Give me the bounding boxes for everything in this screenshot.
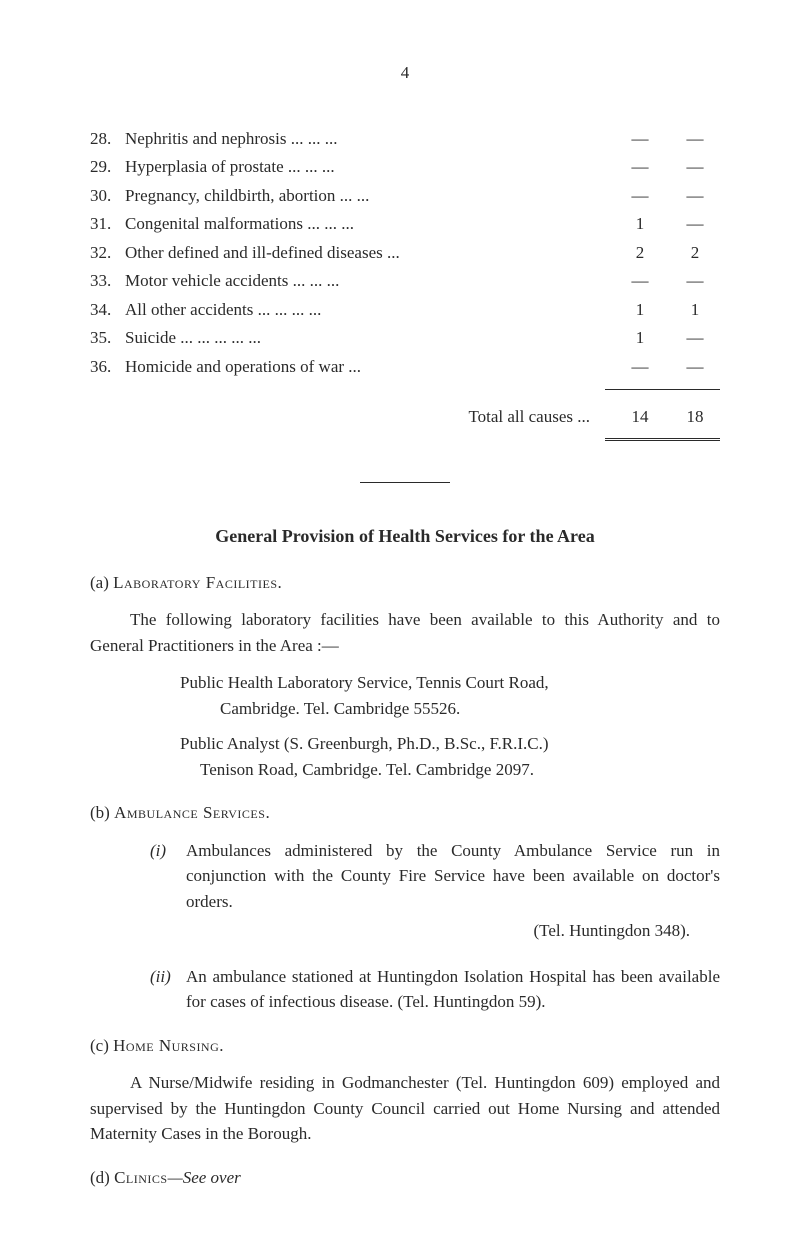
table-row: 28.Nephritis and nephrosis ... ... ...—— xyxy=(90,126,720,152)
table-row: 34.All other accidents ... ... ... ...11 xyxy=(90,297,720,323)
total-col1: 14 xyxy=(610,404,670,430)
row-col2: — xyxy=(670,268,720,294)
table-row: 29.Hyperplasia of prostate ... ... ...—— xyxy=(90,154,720,180)
row-col2: — xyxy=(670,211,720,237)
total-label: Total all causes ... xyxy=(90,404,610,430)
subsection-a: (a) Laboratory Facilities. The following… xyxy=(90,570,720,783)
sub-b-item1: (i) Ambulances administered by the Count… xyxy=(150,838,720,952)
row-num: 31. xyxy=(90,211,125,237)
see-over: —See over xyxy=(168,1168,241,1187)
row-col1: 2 xyxy=(610,240,670,266)
row-col1: — xyxy=(610,268,670,294)
sub-c-title: Home Nursing. xyxy=(113,1036,224,1055)
row-label: Congenital malformations ... ... ... xyxy=(125,211,610,237)
sub-a-title: Laboratory Facilities. xyxy=(113,573,282,592)
row-col2: — xyxy=(670,154,720,180)
total-col2: 18 xyxy=(670,404,720,430)
sub-a-label: (a) xyxy=(90,573,109,592)
item1-tel: (Tel. Huntingdon 348). xyxy=(186,918,690,944)
subsection-d: (d) Clinics—See over xyxy=(90,1165,720,1191)
row-col1: — xyxy=(610,154,670,180)
sub-a-block1: Public Health Laboratory Service, Tennis… xyxy=(180,670,720,721)
table-row: 36.Homicide and operations of war ...—— xyxy=(90,354,720,380)
row-num: 33. xyxy=(90,268,125,294)
page-number: 4 xyxy=(90,60,720,86)
row-num: 35. xyxy=(90,325,125,351)
rule-line xyxy=(605,389,720,390)
row-col1: 1 xyxy=(610,297,670,323)
row-label: Other defined and ill-defined diseases .… xyxy=(125,240,610,266)
row-col2: — xyxy=(670,126,720,152)
item1-label: (i) xyxy=(150,838,186,952)
row-col1: — xyxy=(610,126,670,152)
sub-d-label: (d) xyxy=(90,1168,110,1187)
subsection-b: (b) Ambulance Services. (i) Ambulances a… xyxy=(90,800,720,1015)
table-row: 35.Suicide ... ... ... ... ...1— xyxy=(90,325,720,351)
row-label: Nephritis and nephrosis ... ... ... xyxy=(125,126,610,152)
row-label: All other accidents ... ... ... ... xyxy=(125,297,610,323)
subsection-c: (c) Home Nursing. A Nurse/Midwife residi… xyxy=(90,1033,720,1147)
row-col2: — xyxy=(670,325,720,351)
item1-text: Ambulances administered by the County Am… xyxy=(186,841,720,911)
row-col1: — xyxy=(610,354,670,380)
sub-a-para: The following laboratory facilities have… xyxy=(90,607,720,658)
block2-line1: Public Analyst (S. Greenburgh, Ph.D., B.… xyxy=(180,731,720,757)
sub-a-block2: Public Analyst (S. Greenburgh, Ph.D., B.… xyxy=(180,731,720,782)
row-num: 28. xyxy=(90,126,125,152)
row-col2: — xyxy=(670,183,720,209)
sub-b-item2: (ii) An ambulance stationed at Huntingdo… xyxy=(150,964,720,1015)
block2-line2: Tenison Road, Cambridge. Tel. Cambridge … xyxy=(180,757,720,783)
block1-line1: Public Health Laboratory Service, Tennis… xyxy=(180,670,720,696)
section-title: General Provision of Health Services for… xyxy=(90,523,720,550)
row-col1: 1 xyxy=(610,211,670,237)
row-col2: — xyxy=(670,354,720,380)
sub-c-para: A Nurse/Midwife residing in Godmancheste… xyxy=(90,1070,720,1147)
sub-b-title: Ambulance Services. xyxy=(114,803,270,822)
total-row: Total all causes ... 14 18 xyxy=(90,404,720,430)
table-row: 30.Pregnancy, childbirth, abortion ... .… xyxy=(90,183,720,209)
row-col1: — xyxy=(610,183,670,209)
section-divider xyxy=(360,482,450,483)
sub-d-title: Clinics xyxy=(114,1168,168,1187)
item1-body: Ambulances administered by the County Am… xyxy=(186,838,720,952)
row-num: 36. xyxy=(90,354,125,380)
double-rule xyxy=(605,438,720,442)
row-label: Pregnancy, childbirth, abortion ... ... xyxy=(125,183,610,209)
table-row: 31.Congenital malformations ... ... ...1… xyxy=(90,211,720,237)
row-label: Suicide ... ... ... ... ... xyxy=(125,325,610,351)
sub-b-label: (b) xyxy=(90,803,110,822)
row-col1: 1 xyxy=(610,325,670,351)
table-row: 33.Motor vehicle accidents ... ... ...—— xyxy=(90,268,720,294)
mortality-table: 28.Nephritis and nephrosis ... ... ...——… xyxy=(90,126,720,380)
row-col2: 2 xyxy=(670,240,720,266)
row-label: Hyperplasia of prostate ... ... ... xyxy=(125,154,610,180)
row-num: 32. xyxy=(90,240,125,266)
row-col2: 1 xyxy=(670,297,720,323)
block1-line2: Cambridge. Tel. Cambridge 55526. xyxy=(180,696,720,722)
item2-label: (ii) xyxy=(150,964,186,1015)
row-num: 29. xyxy=(90,154,125,180)
row-num: 30. xyxy=(90,183,125,209)
row-num: 34. xyxy=(90,297,125,323)
sub-c-label: (c) xyxy=(90,1036,109,1055)
row-label: Homicide and operations of war ... xyxy=(125,354,610,380)
row-label: Motor vehicle accidents ... ... ... xyxy=(125,268,610,294)
item2-body: An ambulance stationed at Huntingdon Iso… xyxy=(186,964,720,1015)
table-row: 32.Other defined and ill-defined disease… xyxy=(90,240,720,266)
